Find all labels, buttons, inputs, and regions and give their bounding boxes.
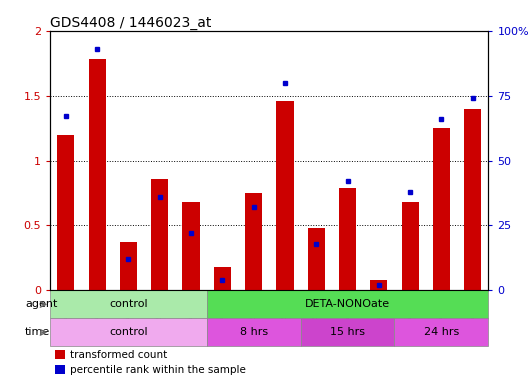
Bar xyxy=(401,202,419,290)
Bar xyxy=(300,318,394,346)
Text: 8 hrs: 8 hrs xyxy=(240,328,268,338)
Bar xyxy=(182,202,200,290)
Bar xyxy=(50,318,206,346)
Bar xyxy=(206,290,488,318)
Text: 24 hrs: 24 hrs xyxy=(424,328,459,338)
Bar xyxy=(120,242,137,290)
Bar xyxy=(433,128,450,290)
Bar xyxy=(308,228,325,290)
Bar xyxy=(206,318,300,346)
Legend: transformed count, percentile rank within the sample: transformed count, percentile rank withi… xyxy=(55,350,246,375)
Bar xyxy=(50,290,206,318)
Bar xyxy=(57,135,74,290)
Bar xyxy=(151,179,168,290)
Bar xyxy=(370,280,388,290)
Bar xyxy=(89,59,106,290)
Text: DETA-NONOate: DETA-NONOate xyxy=(305,300,390,310)
Text: GDS4408 / 1446023_at: GDS4408 / 1446023_at xyxy=(50,16,212,30)
Text: control: control xyxy=(109,300,148,310)
Text: agent: agent xyxy=(25,300,58,310)
Text: 15 hrs: 15 hrs xyxy=(330,328,365,338)
Bar xyxy=(464,109,482,290)
Text: control: control xyxy=(109,328,148,338)
Bar xyxy=(394,318,488,346)
Bar xyxy=(339,188,356,290)
Bar xyxy=(245,193,262,290)
Bar xyxy=(276,101,294,290)
Text: time: time xyxy=(25,328,50,338)
Bar xyxy=(214,267,231,290)
